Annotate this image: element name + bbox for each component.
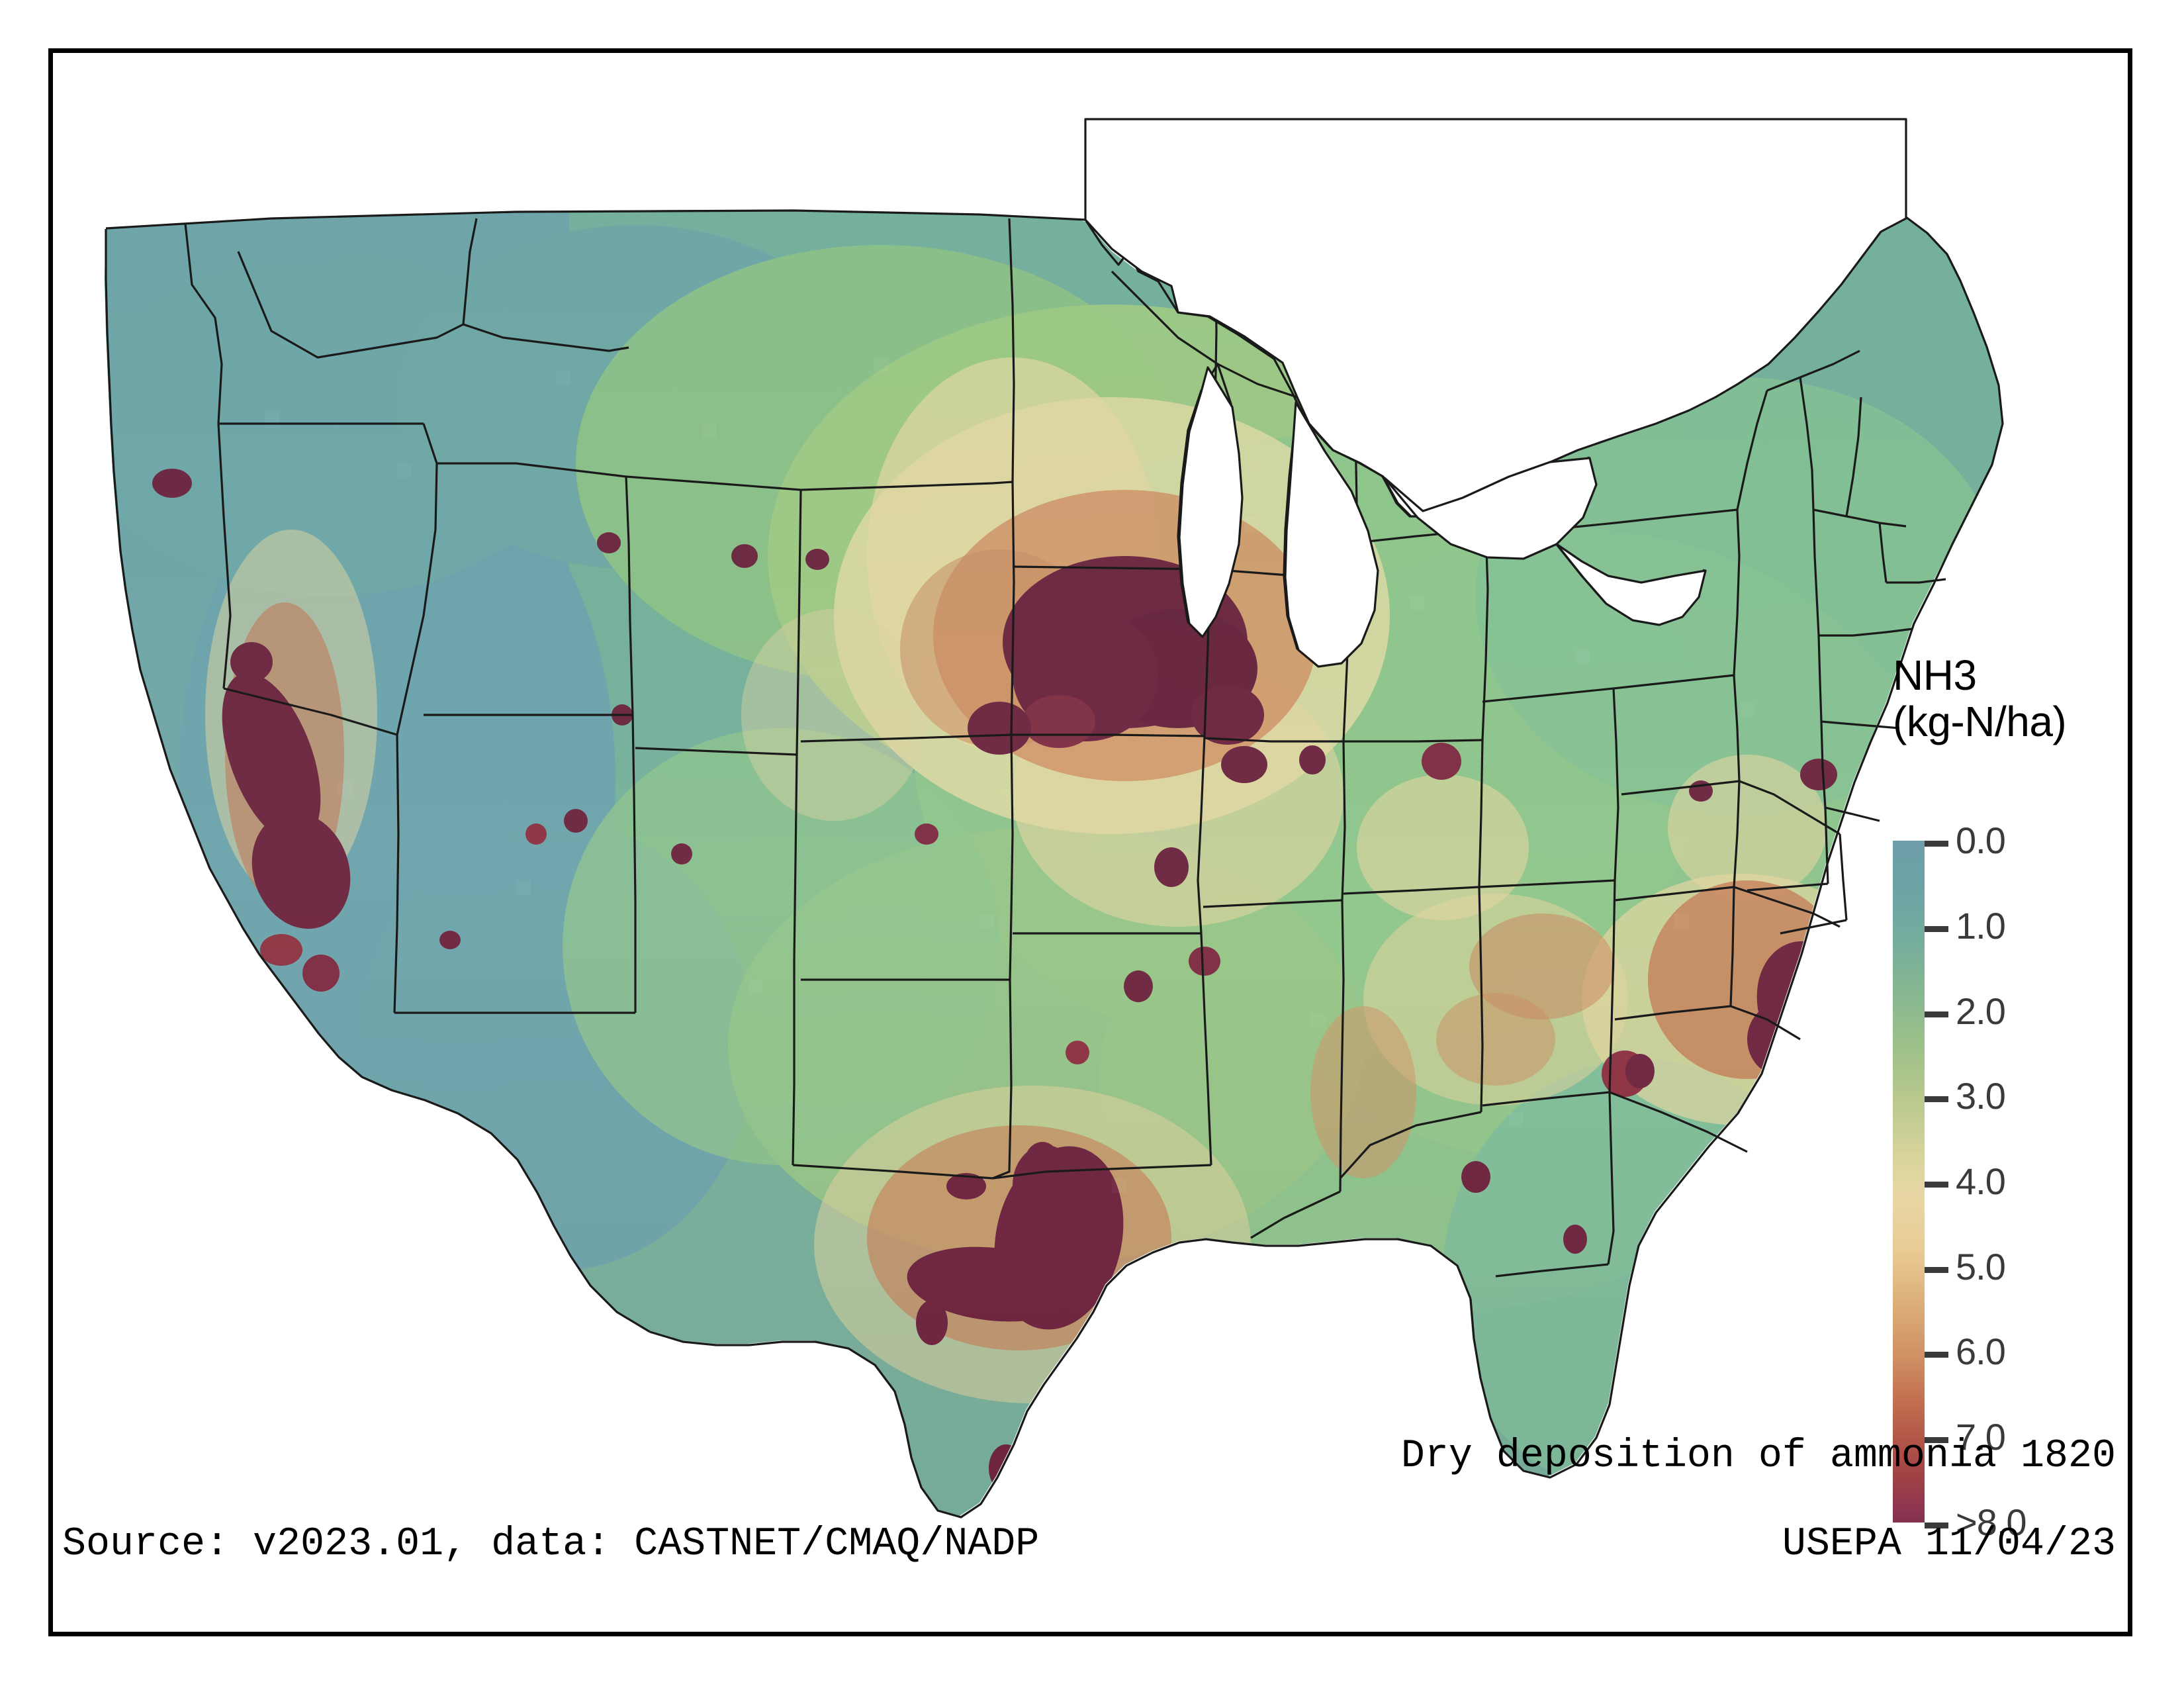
colorbar-tick-label: 0.0 <box>1956 820 2006 861</box>
great-lakes <box>1084 118 1907 668</box>
legend-title-line2: (kg-N/ha) <box>1893 698 2067 745</box>
colorbar-tick-label: 4.0 <box>1956 1160 2006 1202</box>
map-caption-agency: USEPA 11/04/23 <box>1782 1522 2116 1567</box>
colorbar-tick <box>1925 1352 1948 1358</box>
figure-frame: NH3 (kg-N/ha) 0.0 1.0 2.0 3.0 4.0 5.0 6.0… <box>48 48 2132 1636</box>
colorbar-tick <box>1925 1437 1948 1443</box>
colorbar-tick <box>1925 1523 1948 1528</box>
colorbar-tick <box>1925 841 1948 847</box>
colorbar-tick <box>1925 1011 1948 1017</box>
colorbar-tick <box>1925 1267 1948 1273</box>
deposition-map <box>105 118 2004 1519</box>
colorbar-gradient <box>1893 841 1925 1523</box>
colorbar-tick <box>1925 926 1948 932</box>
colorbar-tick-label: 3.0 <box>1956 1075 2006 1117</box>
colorbar-tick-label: 1.0 <box>1956 905 2006 947</box>
colorbar-tick <box>1925 1096 1948 1102</box>
map-caption-title: Dry deposition of ammonia 1820 <box>1400 1434 2116 1479</box>
colorbar-tick-label: 5.0 <box>1956 1246 2006 1288</box>
legend-title: NH3 (kg-N/ha) <box>1893 652 2124 745</box>
colorbar-tick-label: >8.0 <box>1956 1501 2027 1543</box>
map-canvas <box>53 53 2128 1632</box>
colorbar-tick <box>1925 1182 1948 1188</box>
colorbar-tick-label: 2.0 <box>1956 990 2006 1032</box>
colorbar-legend: NH3 (kg-N/ha) 0.0 1.0 2.0 3.0 4.0 5.0 6.0… <box>1889 652 2128 1541</box>
map-caption-source: Source: v2023.01, data: CASTNET/CMAQ/NAD… <box>62 1522 1040 1567</box>
colorbar-tick-label: 6.0 <box>1956 1331 2006 1372</box>
legend-title-line1: NH3 <box>1893 651 1977 699</box>
colorbar-tick-label: 7.0 <box>1956 1416 2006 1458</box>
